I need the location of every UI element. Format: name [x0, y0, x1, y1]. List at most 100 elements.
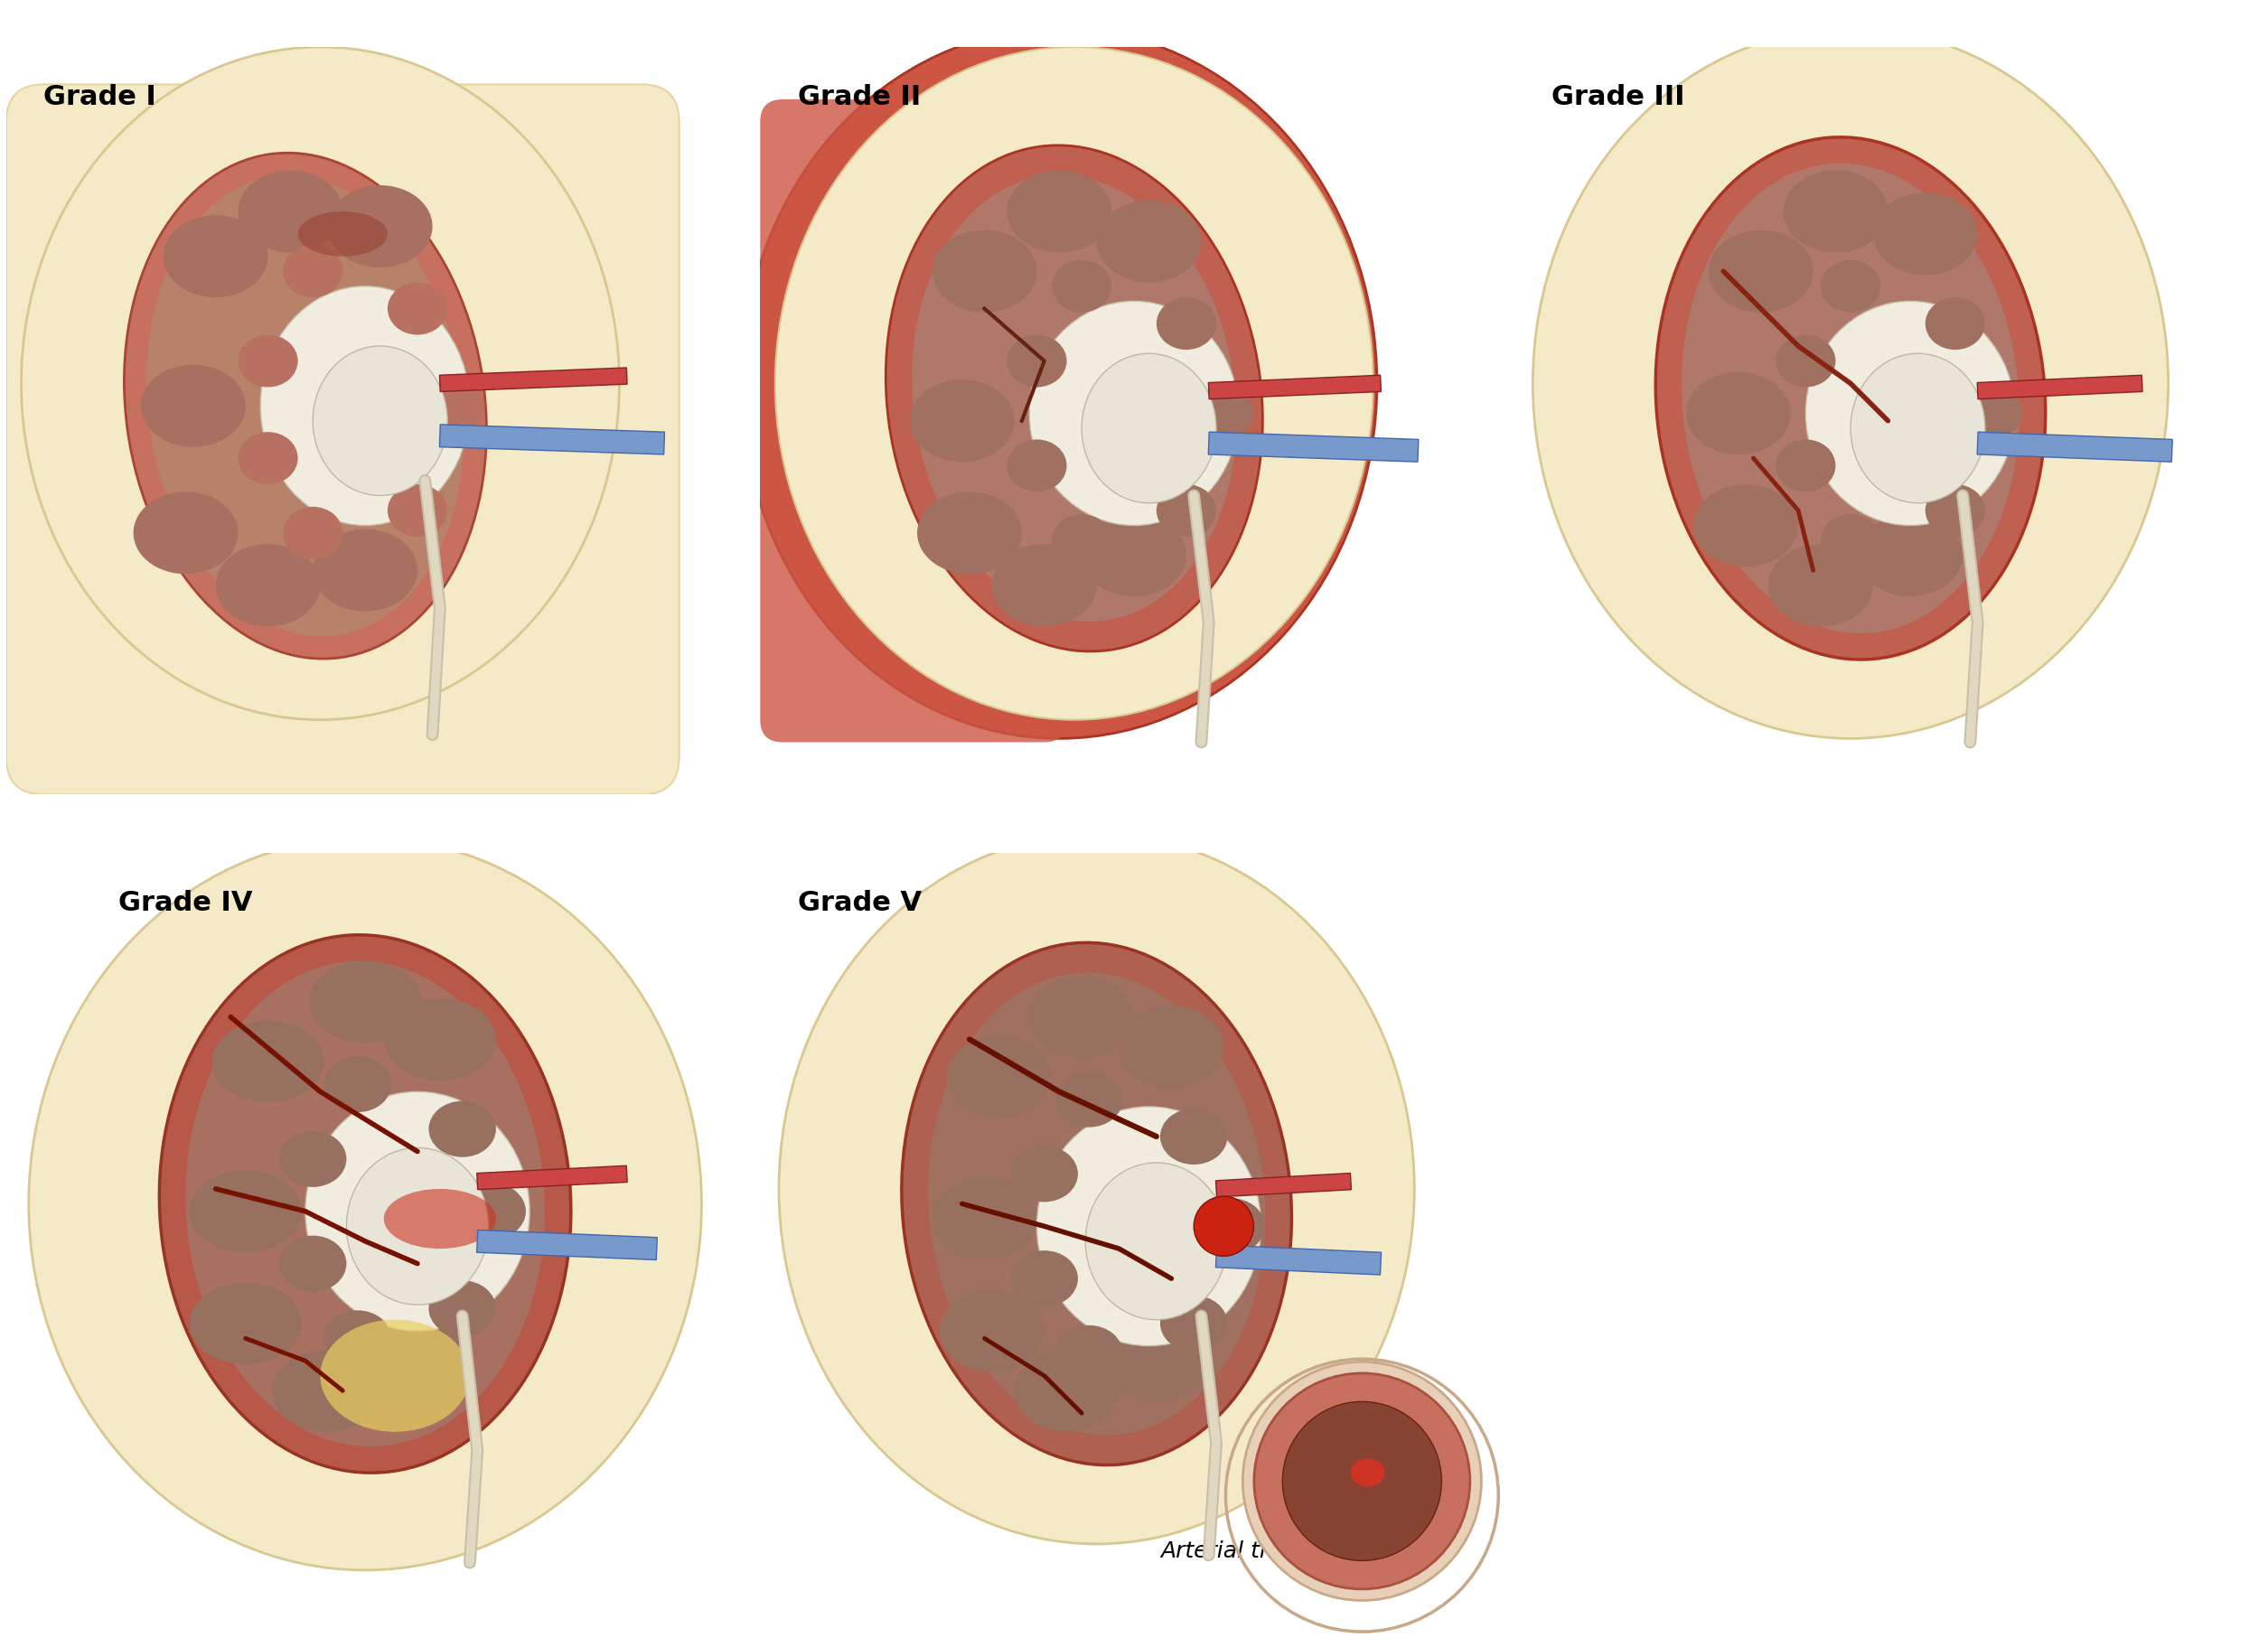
Ellipse shape	[776, 48, 1372, 720]
Ellipse shape	[313, 529, 417, 611]
Ellipse shape	[284, 245, 342, 298]
Ellipse shape	[1685, 372, 1792, 455]
Ellipse shape	[887, 145, 1263, 651]
Ellipse shape	[1769, 544, 1873, 626]
FancyArrow shape	[1209, 432, 1418, 461]
Text: Grade I: Grade I	[43, 84, 156, 110]
Ellipse shape	[912, 175, 1236, 621]
Ellipse shape	[903, 942, 1290, 1464]
Ellipse shape	[429, 1280, 497, 1336]
Ellipse shape	[928, 972, 1266, 1435]
Ellipse shape	[1926, 484, 1984, 537]
Text: Arterial thrombosis: Arterial thrombosis	[1161, 1540, 1377, 1561]
FancyArrow shape	[1978, 432, 2173, 461]
Ellipse shape	[1030, 301, 1238, 525]
Ellipse shape	[211, 1021, 324, 1103]
Ellipse shape	[324, 1311, 392, 1367]
Ellipse shape	[159, 935, 572, 1472]
Ellipse shape	[1082, 354, 1216, 502]
Ellipse shape	[215, 544, 320, 626]
Ellipse shape	[329, 186, 433, 267]
Ellipse shape	[383, 998, 497, 1080]
Ellipse shape	[320, 1319, 469, 1431]
Ellipse shape	[991, 544, 1098, 626]
FancyBboxPatch shape	[7, 84, 678, 794]
Ellipse shape	[424, 380, 485, 432]
Ellipse shape	[388, 283, 447, 334]
Ellipse shape	[134, 492, 238, 575]
Ellipse shape	[383, 1189, 497, 1248]
Ellipse shape	[272, 1349, 383, 1431]
Text: Grade V: Grade V	[798, 889, 921, 916]
FancyArrow shape	[1209, 376, 1381, 399]
Ellipse shape	[1681, 163, 2019, 634]
Ellipse shape	[1157, 484, 1216, 537]
Ellipse shape	[313, 346, 447, 496]
Ellipse shape	[306, 1092, 531, 1331]
Ellipse shape	[191, 1169, 302, 1252]
Ellipse shape	[279, 1235, 347, 1291]
Ellipse shape	[1082, 514, 1186, 596]
Ellipse shape	[1851, 354, 1984, 502]
Ellipse shape	[1098, 201, 1202, 283]
FancyArrow shape	[476, 1166, 628, 1189]
FancyArrow shape	[476, 1230, 658, 1260]
Ellipse shape	[1198, 1199, 1266, 1255]
Ellipse shape	[939, 1290, 1043, 1372]
Ellipse shape	[1161, 1108, 1227, 1164]
Ellipse shape	[1962, 387, 2023, 440]
Ellipse shape	[909, 380, 1014, 461]
Ellipse shape	[1014, 1349, 1118, 1431]
Ellipse shape	[932, 1178, 1036, 1260]
FancyArrow shape	[440, 425, 665, 455]
Ellipse shape	[388, 484, 447, 537]
Ellipse shape	[1007, 440, 1066, 492]
Ellipse shape	[1926, 298, 1984, 349]
Ellipse shape	[1873, 193, 1978, 275]
Ellipse shape	[1118, 1006, 1225, 1089]
Ellipse shape	[932, 231, 1036, 313]
Ellipse shape	[1821, 260, 1880, 313]
Ellipse shape	[1805, 301, 2014, 525]
FancyArrow shape	[1216, 1173, 1352, 1197]
Ellipse shape	[1157, 298, 1216, 349]
Ellipse shape	[1708, 231, 1812, 313]
Ellipse shape	[1055, 1071, 1123, 1127]
Ellipse shape	[20, 48, 619, 720]
Ellipse shape	[347, 1148, 488, 1304]
Ellipse shape	[191, 1283, 302, 1364]
Ellipse shape	[742, 28, 1377, 738]
Ellipse shape	[429, 1102, 497, 1158]
Ellipse shape	[261, 287, 469, 525]
FancyBboxPatch shape	[760, 99, 1066, 743]
Ellipse shape	[186, 960, 544, 1446]
Ellipse shape	[1052, 514, 1111, 567]
Ellipse shape	[1012, 1250, 1077, 1306]
Ellipse shape	[1007, 170, 1111, 252]
FancyArrow shape	[1216, 1245, 1381, 1275]
Ellipse shape	[1052, 260, 1111, 313]
FancyArrow shape	[440, 367, 628, 392]
Ellipse shape	[1533, 28, 2168, 738]
Ellipse shape	[1012, 1146, 1077, 1202]
Ellipse shape	[29, 838, 701, 1570]
Ellipse shape	[1783, 170, 1887, 252]
Ellipse shape	[279, 1131, 347, 1187]
Ellipse shape	[1776, 334, 1835, 387]
Text: Grade II: Grade II	[798, 84, 921, 110]
Ellipse shape	[238, 334, 297, 387]
Ellipse shape	[1776, 440, 1835, 492]
Ellipse shape	[297, 211, 388, 257]
Ellipse shape	[125, 153, 488, 659]
Ellipse shape	[1086, 1163, 1227, 1319]
Ellipse shape	[1857, 514, 1962, 596]
Ellipse shape	[361, 1319, 474, 1402]
Ellipse shape	[1161, 1296, 1227, 1352]
Ellipse shape	[1105, 1319, 1209, 1402]
Ellipse shape	[916, 492, 1023, 575]
Ellipse shape	[1193, 387, 1254, 440]
Ellipse shape	[1030, 975, 1134, 1057]
Ellipse shape	[238, 170, 342, 252]
Ellipse shape	[778, 833, 1415, 1543]
Ellipse shape	[948, 1036, 1052, 1118]
